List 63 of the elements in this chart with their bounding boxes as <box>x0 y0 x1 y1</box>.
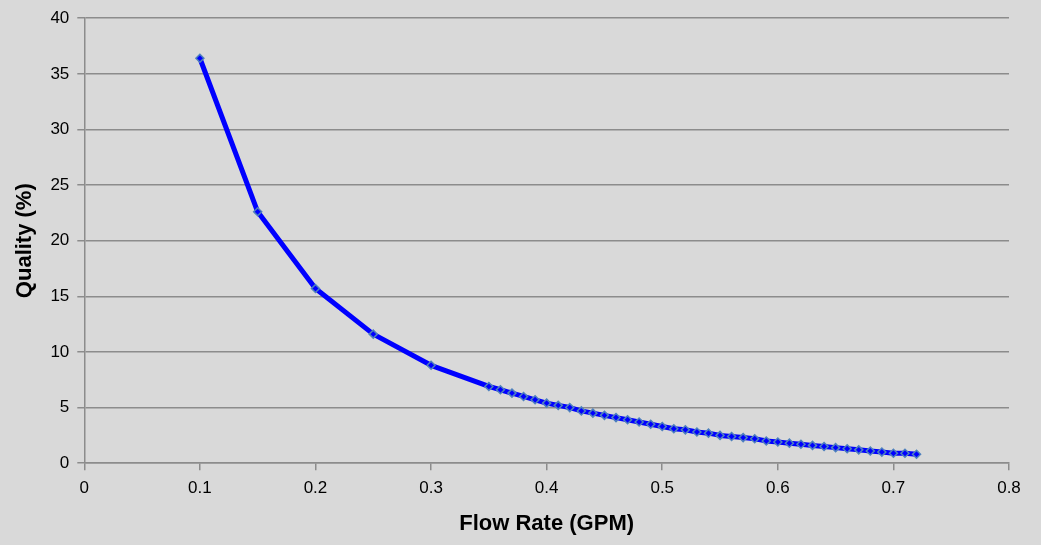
y-tick-label: 40 <box>50 7 70 27</box>
point <box>842 443 852 454</box>
point <box>900 448 910 458</box>
point <box>484 381 494 392</box>
x-tick-label: 0.2 <box>303 478 328 498</box>
point <box>599 410 610 421</box>
point <box>530 395 540 405</box>
point <box>911 449 922 460</box>
y-tick-label: 30 <box>50 119 70 139</box>
point <box>634 417 644 427</box>
point <box>715 430 725 441</box>
point <box>541 398 552 408</box>
y-tick-label: 15 <box>50 286 70 306</box>
point <box>195 53 205 63</box>
point <box>588 408 598 418</box>
x-tick-label: 0.6 <box>766 478 790 498</box>
point <box>507 388 517 398</box>
point <box>761 436 772 446</box>
point <box>796 439 806 450</box>
point <box>784 438 795 448</box>
point <box>611 412 621 423</box>
point <box>877 447 887 457</box>
x-tick-label: 0.4 <box>534 478 559 498</box>
point <box>495 385 506 395</box>
point <box>819 441 829 452</box>
point <box>773 437 783 447</box>
point <box>692 427 702 437</box>
y-tick-label: 0 <box>59 452 70 472</box>
x-tick-label: 0 <box>79 478 90 498</box>
point <box>657 421 667 432</box>
point <box>252 207 263 217</box>
y-tick-label: 10 <box>50 341 70 361</box>
y-tick-label: 35 <box>50 63 70 83</box>
y-tick-label: 20 <box>50 230 70 250</box>
point <box>368 329 379 339</box>
point <box>749 433 760 444</box>
point <box>865 446 876 456</box>
point <box>669 423 679 434</box>
x-tick-label: 0.8 <box>997 478 1021 498</box>
point <box>726 431 737 442</box>
point <box>310 283 321 294</box>
point <box>426 360 436 371</box>
point <box>553 400 563 411</box>
x-tick-label: 0.5 <box>650 478 675 498</box>
point <box>703 428 714 438</box>
point <box>565 402 575 413</box>
point <box>830 442 841 453</box>
point <box>680 425 691 435</box>
point <box>576 406 587 416</box>
x-tick-label: 0.1 <box>188 478 212 498</box>
point <box>738 432 748 443</box>
point <box>645 419 656 430</box>
y-tick-label: 25 <box>50 174 70 194</box>
point <box>853 445 864 455</box>
x-tick-label: 0.7 <box>881 478 906 498</box>
x-axis-title: Flow Rate (GPM) <box>459 509 635 535</box>
point <box>518 391 529 402</box>
x-tick-label: 0.3 <box>419 478 443 498</box>
y-axis-title: Quality (%) <box>11 183 37 299</box>
y-tick-label: 5 <box>59 397 70 417</box>
point <box>888 448 899 458</box>
point <box>807 440 818 451</box>
point <box>622 415 633 425</box>
